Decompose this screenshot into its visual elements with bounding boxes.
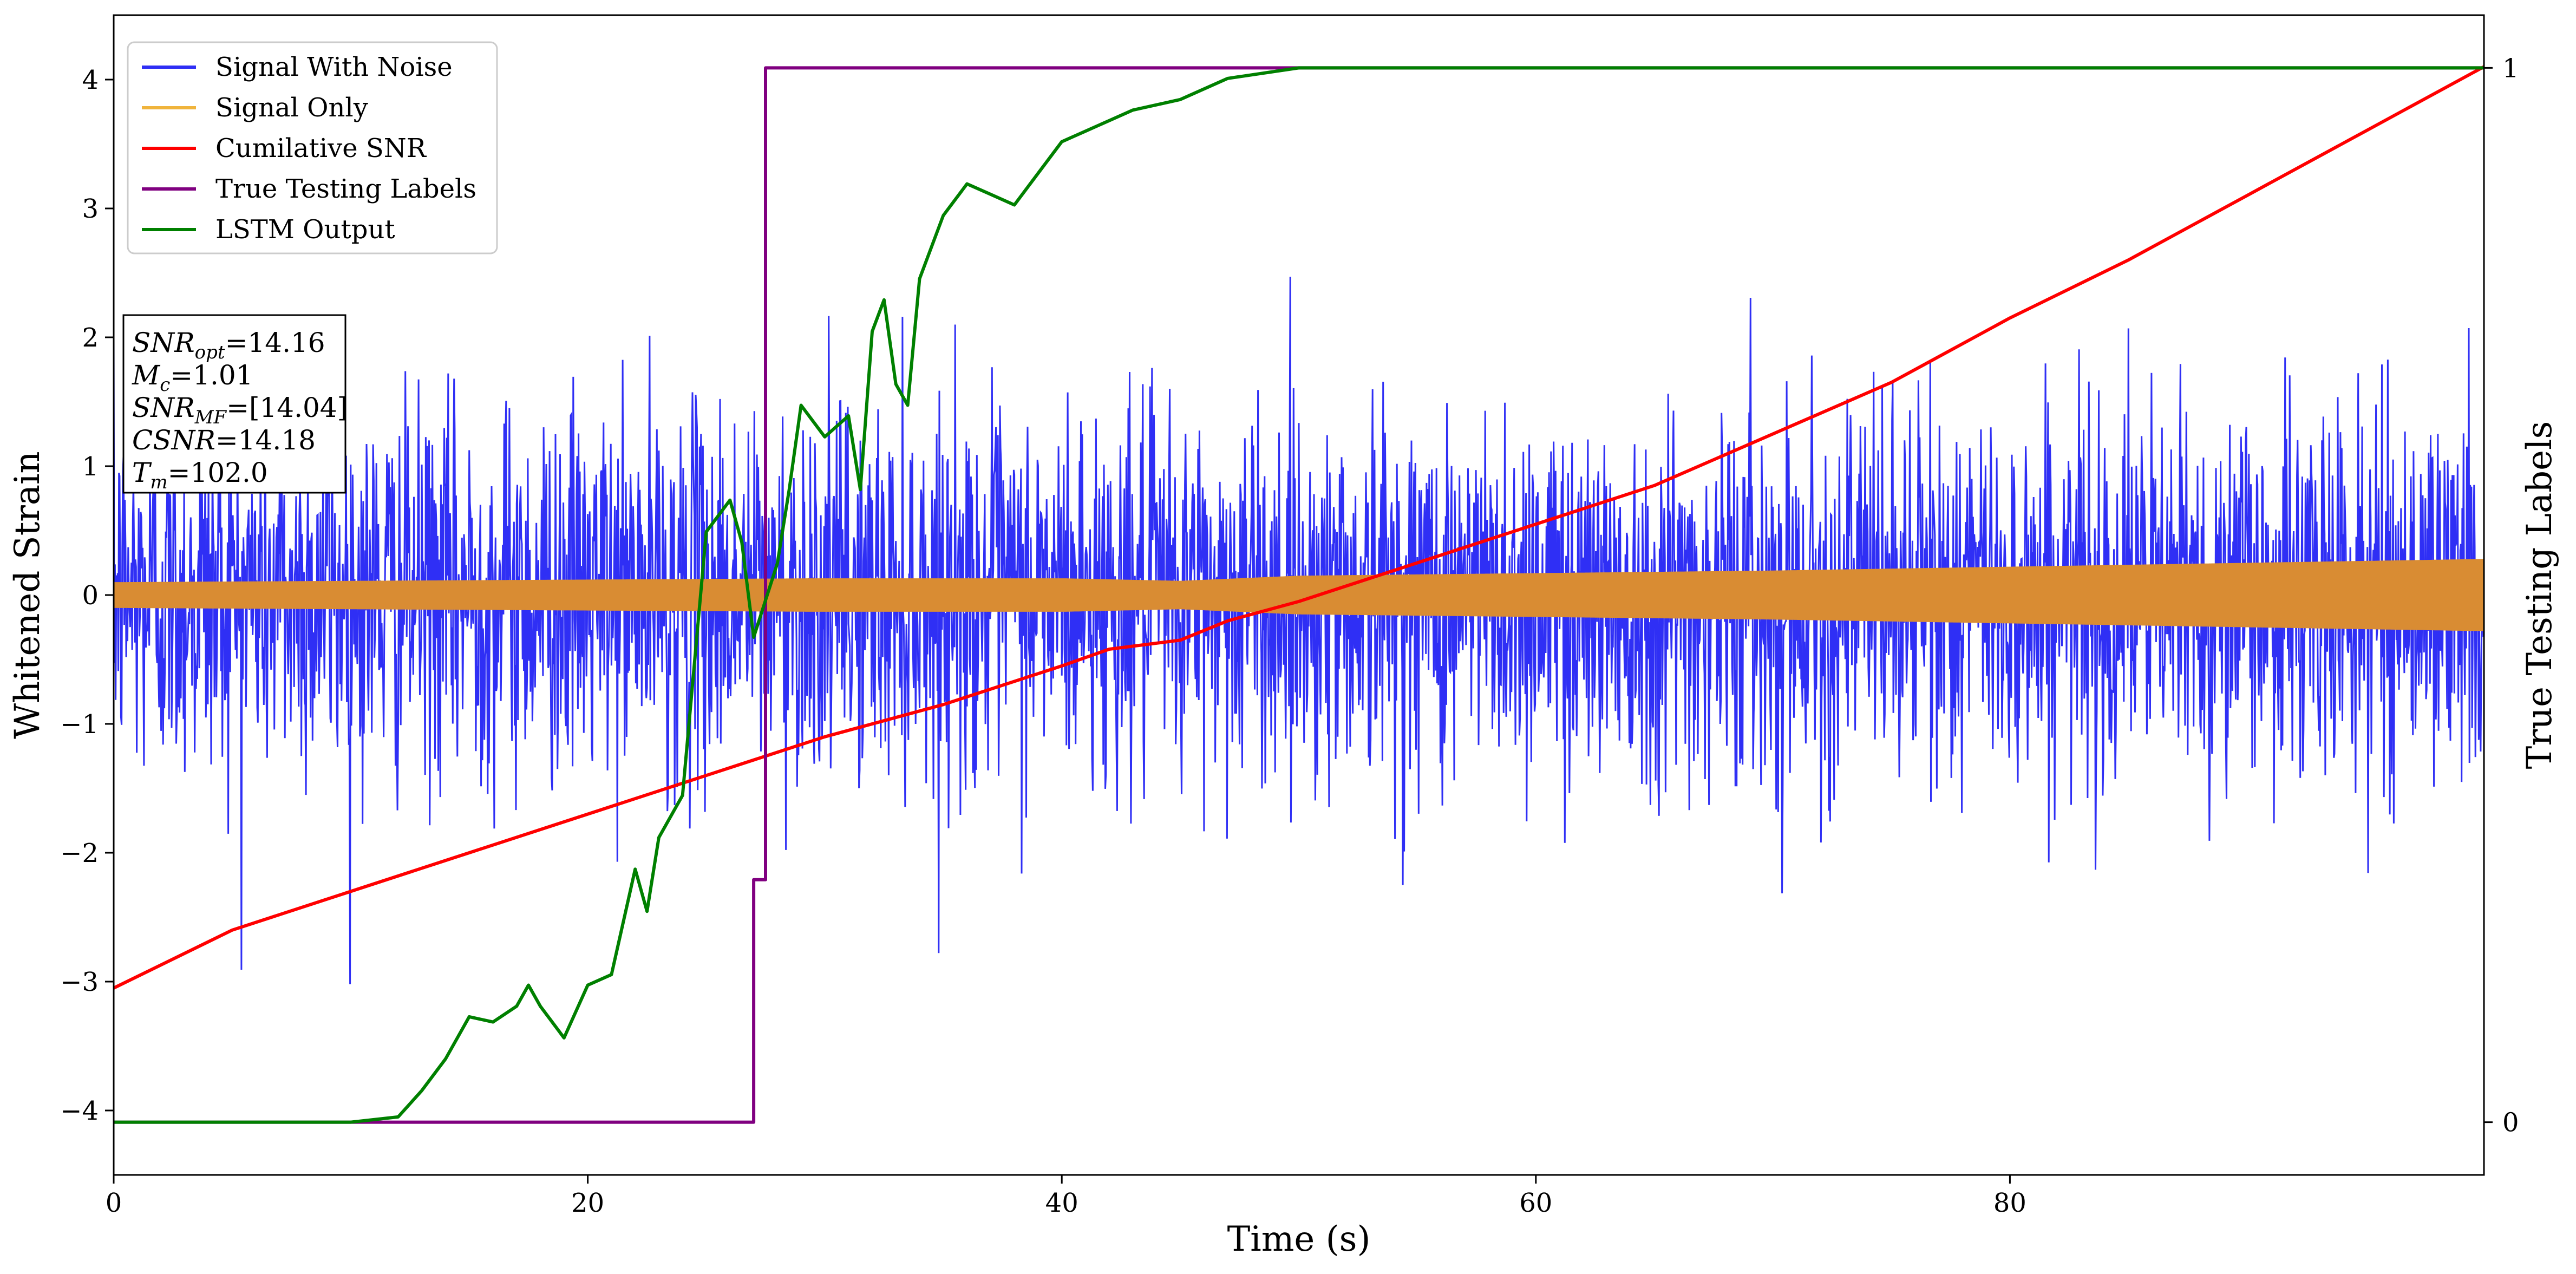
legend-frame <box>127 41 498 254</box>
annotation-box: SNRopt=14.16Mc=1.01SNRMF=[14.04]CSNR=14.… <box>122 314 348 494</box>
y2-tick-label: 1 <box>2502 53 2519 83</box>
y-tick-label: 1 <box>82 452 99 482</box>
y-tick-label: 4 <box>82 65 99 95</box>
annotation-line: Mc=1.01 <box>132 360 253 396</box>
x-tick-label: 80 <box>1993 1188 2026 1218</box>
annotation-frame <box>122 314 346 494</box>
annotation-line: CSNR=14.18 <box>132 424 316 456</box>
y2-axis-label: True Testing Labels <box>2520 421 2560 769</box>
legend-entry: LSTM Output <box>215 214 395 245</box>
x-tick-label: 20 <box>571 1188 604 1218</box>
series-signal-with-noise <box>114 277 2484 984</box>
legend-entry: Cumilative SNR <box>215 133 427 164</box>
y-tick-label: −4 <box>60 1096 99 1126</box>
legend-entry: Signal With Noise <box>215 52 453 82</box>
series-layer <box>114 65 2484 1124</box>
legend: Signal With Noise Signal Only Cumilative S… <box>127 41 498 254</box>
y-tick-label: −3 <box>60 967 99 997</box>
y-tick-label: 3 <box>82 194 99 224</box>
annotation-line: Tm=102.0 <box>132 457 268 493</box>
x-tick-label: 0 <box>106 1188 122 1218</box>
y-axis-label: Whitened Strain <box>8 451 48 739</box>
series-signal-only <box>114 559 2484 631</box>
y-tick-label: −2 <box>60 838 99 868</box>
x-tick-label: 60 <box>1519 1188 1552 1218</box>
series-lstm-output <box>114 66 2484 1124</box>
x-axis: 0 20 40 60 80 <box>106 1175 2026 1218</box>
series-true-testing-labels <box>114 66 2484 1124</box>
y-tick-label: 0 <box>82 580 99 611</box>
series-cumilative-snr <box>114 65 2484 990</box>
y2-axis: 01 <box>2484 53 2519 1138</box>
annotation-line: SNRopt=14.16 <box>132 327 325 363</box>
y2-tick-label: 0 <box>2502 1108 2519 1138</box>
legend-entry: Signal Only <box>215 93 368 123</box>
legend-entry: True Testing Labels <box>215 174 476 204</box>
y-axis: −4 −3 −2 −1 0 1 2 3 4 <box>60 65 114 1126</box>
x-axis-label: Time (s) <box>1227 1219 1371 1259</box>
x-tick-label: 40 <box>1045 1188 1078 1218</box>
y-tick-label: −1 <box>60 709 99 740</box>
y-tick-label: 2 <box>82 323 99 353</box>
annotation-line: SNRMF=[14.04] <box>132 392 348 428</box>
